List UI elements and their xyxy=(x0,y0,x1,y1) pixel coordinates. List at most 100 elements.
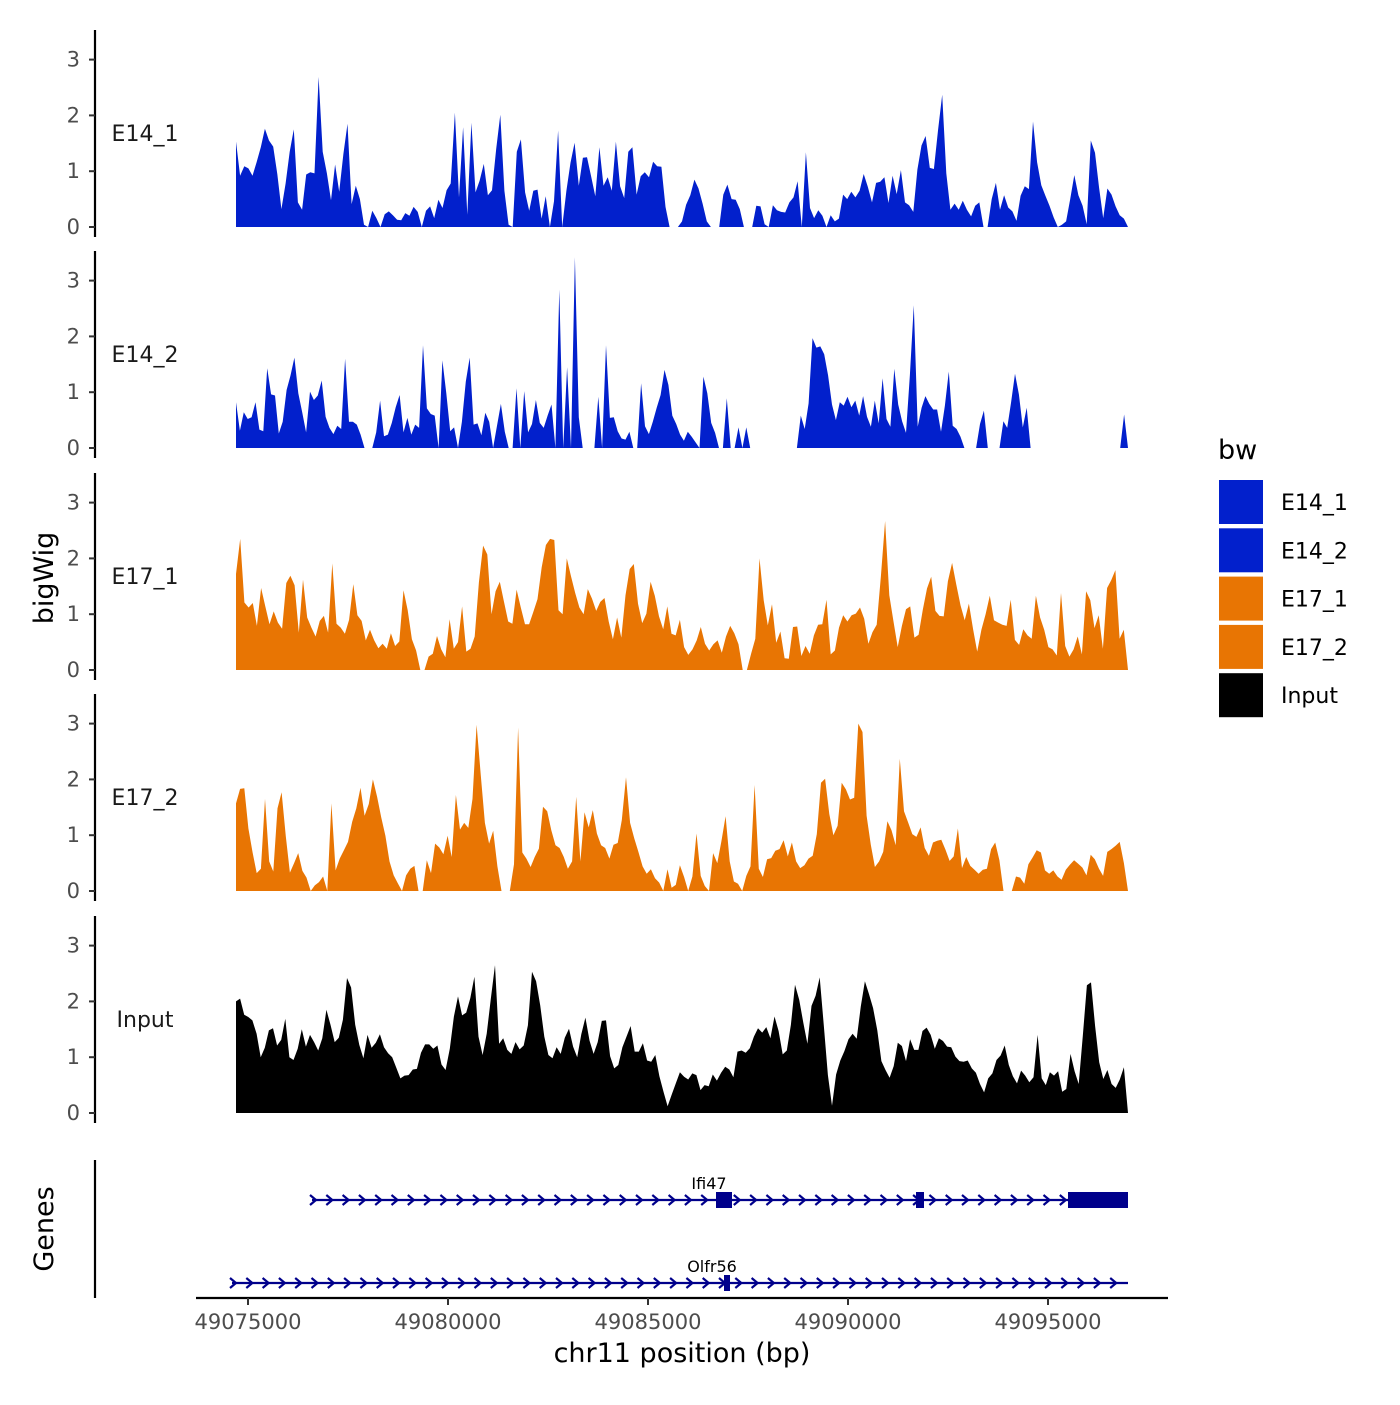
signal-tracks: 0 1 2 3 E14_1 0 1 2 3 E14_2 0 1 2 3 E17_1 0 1 2 3 E17_2 0 1 2 3… xyxy=(67,30,1128,1125)
strand-arrow xyxy=(325,1194,335,1206)
x-tick-label: 49090000 xyxy=(795,1310,902,1334)
strand-arrow xyxy=(684,1194,693,1206)
y-tick-label: 3 xyxy=(67,48,80,72)
strand-arrow xyxy=(1076,1277,1086,1289)
y-tick-label: 3 xyxy=(67,269,80,293)
strand-arrow xyxy=(604,1277,613,1289)
legend-swatch-e17-2 xyxy=(1219,624,1263,669)
strand-arrow xyxy=(602,1194,612,1206)
strand-arrow xyxy=(961,1194,970,1206)
strand-arrow xyxy=(848,1277,858,1289)
x-tick-label: 49085000 xyxy=(595,1310,702,1334)
y-tick-label: 0 xyxy=(67,879,80,903)
y-tick-label: 2 xyxy=(67,546,80,570)
track-label-e17-2: E17_2 xyxy=(112,786,179,811)
strand-arrow xyxy=(424,1277,434,1289)
legend: bw E14_1 E14_2 E17_1 E17_2 Input xyxy=(1218,435,1348,718)
y-tick-label: 2 xyxy=(67,103,80,127)
strand-arrow xyxy=(847,1194,856,1206)
strand-arrow xyxy=(423,1194,432,1206)
y-tick-label: 0 xyxy=(67,658,80,682)
strand-arrow xyxy=(913,1277,923,1289)
strand-arrow xyxy=(537,1194,546,1206)
legend-swatch-e14-2 xyxy=(1219,528,1263,573)
strand-arrow xyxy=(570,1194,579,1206)
strand-arrow xyxy=(1026,1194,1035,1206)
strand-arrow xyxy=(783,1277,792,1289)
strand-arrow xyxy=(375,1277,385,1289)
strand-arrow xyxy=(733,1194,742,1206)
y-tick-label: 0 xyxy=(67,436,80,460)
gene-label-olfr56: Olfr56 xyxy=(687,1257,737,1276)
strand-arrow xyxy=(506,1277,515,1289)
strand-arrow xyxy=(814,1194,824,1206)
strand-arrow xyxy=(1011,1277,1021,1289)
track-e14-1: 0 1 2 3 E14_1 xyxy=(67,30,1128,239)
strand-arrow xyxy=(407,1194,416,1206)
strand-arrow xyxy=(553,1194,563,1206)
y-tick-label: 1 xyxy=(67,1045,80,1069)
track-label-e17-1: E17_1 xyxy=(112,565,179,590)
y-tick-label: 2 xyxy=(67,324,80,348)
strand-arrow xyxy=(490,1277,499,1289)
strand-arrow xyxy=(359,1277,369,1289)
strand-arrow xyxy=(439,1194,449,1206)
strand-arrow xyxy=(667,1194,677,1206)
exon xyxy=(716,1192,732,1208)
strand-arrow xyxy=(781,1194,791,1206)
strand-arrow xyxy=(816,1277,825,1289)
strand-arrow xyxy=(245,1277,255,1289)
strand-arrow xyxy=(620,1277,629,1289)
strand-arrow xyxy=(521,1194,530,1206)
legend-label-e17-1: E17_1 xyxy=(1281,588,1348,613)
strand-arrow xyxy=(1093,1277,1102,1289)
strand-arrow xyxy=(278,1277,287,1289)
track-input: 0 1 2 3 Input xyxy=(67,916,1128,1125)
y-tick-label: 0 xyxy=(67,215,80,239)
legend-label-e17-2: E17_2 xyxy=(1281,636,1348,661)
y-tick-label: 2 xyxy=(67,989,80,1013)
strand-arrow xyxy=(962,1277,972,1289)
strand-arrow xyxy=(473,1277,483,1289)
strand-arrow xyxy=(635,1194,644,1206)
strand-arrow xyxy=(374,1194,383,1206)
strand-arrow xyxy=(341,1194,351,1206)
strand-arrow xyxy=(944,1194,954,1206)
strand-arrow xyxy=(1044,1277,1053,1289)
strand-arrow xyxy=(472,1194,481,1206)
strand-arrow xyxy=(685,1277,695,1289)
legend-swatch-e14-1 xyxy=(1219,480,1263,524)
legend-swatch-e17-1 xyxy=(1219,576,1263,621)
genes-axis-title: Genes xyxy=(29,1186,60,1271)
strand-arrow xyxy=(1027,1277,1037,1289)
strand-arrow xyxy=(294,1277,303,1289)
signal-area-e17-1 xyxy=(236,521,1128,670)
strand-arrow xyxy=(995,1277,1004,1289)
y-tick-label: 0 xyxy=(67,1101,80,1125)
strand-arrow xyxy=(701,1277,711,1289)
strand-arrow xyxy=(830,1194,840,1206)
gene-label-ifi47: Ifi47 xyxy=(691,1174,726,1193)
strand-arrow xyxy=(309,1194,318,1206)
strand-arrow xyxy=(504,1194,514,1206)
x-axis: 49075000 49080000 49085000 49090000 49095000 xyxy=(195,1296,1168,1334)
signal-area-e14-1 xyxy=(236,76,1128,228)
track-label-e14-2: E14_2 xyxy=(112,343,179,368)
gene-ifi47: Ifi47 xyxy=(309,1174,1128,1208)
strand-arrow xyxy=(390,1194,400,1206)
strand-arrow xyxy=(946,1277,955,1289)
strand-arrow xyxy=(979,1277,988,1289)
x-tick-label: 49095000 xyxy=(995,1310,1102,1334)
strand-arrow xyxy=(392,1277,401,1289)
exon xyxy=(724,1275,730,1291)
strand-arrow xyxy=(310,1277,320,1289)
strand-arrow xyxy=(930,1277,939,1289)
strand-arrow xyxy=(618,1194,628,1206)
y-tick-label: 1 xyxy=(67,159,80,183)
strand-arrow xyxy=(1109,1277,1118,1289)
strand-arrow xyxy=(636,1277,646,1289)
strand-arrow xyxy=(457,1277,466,1289)
strand-arrow xyxy=(767,1277,776,1289)
strand-arrow xyxy=(555,1277,564,1289)
